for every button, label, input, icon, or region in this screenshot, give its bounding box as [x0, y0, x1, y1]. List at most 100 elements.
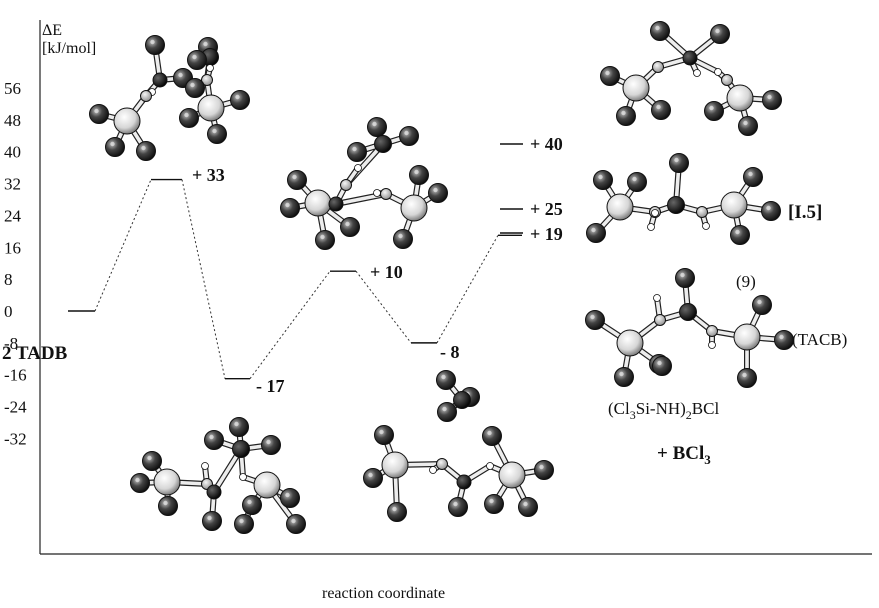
atom [519, 498, 538, 517]
atom [382, 452, 408, 478]
atom-shine [655, 26, 659, 30]
atom [763, 91, 782, 110]
atom [381, 189, 392, 200]
atom [648, 224, 655, 231]
atom [652, 210, 659, 217]
tick-label: 8 [4, 270, 13, 289]
atom [180, 109, 199, 128]
atom [437, 459, 448, 470]
atom-shine [621, 111, 625, 115]
atom [288, 171, 307, 190]
atom-shine [779, 335, 783, 339]
atom [586, 311, 605, 330]
atom [207, 485, 221, 499]
atom [400, 127, 419, 146]
atom-shine [715, 29, 719, 33]
atom [341, 218, 360, 237]
atom [153, 73, 167, 87]
atom-shine [110, 142, 114, 146]
label-p40: + 40 [530, 134, 563, 154]
atom-shine [178, 73, 182, 77]
atom-shine [743, 121, 747, 125]
atom-shine [735, 230, 739, 234]
atom [374, 190, 381, 197]
atom-shine [291, 519, 295, 523]
tick-label: -16 [4, 366, 27, 385]
atom-shine [489, 499, 493, 503]
atom [437, 371, 456, 390]
atom-shine [742, 373, 746, 377]
atom [329, 197, 343, 211]
atom [705, 102, 724, 121]
label-p19: + 19 [530, 224, 563, 244]
atom [388, 503, 407, 522]
atom [722, 75, 733, 86]
atom-shine [674, 158, 678, 162]
atom-shine [320, 235, 324, 239]
atom [739, 117, 758, 136]
atom [623, 75, 649, 101]
plus-bcl3-label: + BCl3 [657, 443, 711, 467]
atom [655, 315, 666, 326]
atom-shine [414, 170, 418, 174]
atom-shine [487, 431, 491, 435]
atom [775, 331, 794, 350]
atom [137, 142, 156, 161]
atom [394, 230, 413, 249]
atom-shine [234, 422, 238, 426]
tick-label: 40 [4, 143, 21, 162]
atom [762, 202, 781, 221]
atom-shine [292, 175, 296, 179]
atom [653, 62, 664, 73]
atom [205, 431, 224, 450]
atom [709, 342, 716, 349]
label-p25: + 25 [530, 199, 563, 219]
atom-shine [266, 440, 270, 444]
atom [744, 168, 763, 187]
atom [707, 326, 718, 337]
molecule-i5 [587, 154, 781, 245]
atom-shine [398, 234, 402, 238]
atom [652, 101, 671, 120]
molecule-int2 [364, 371, 554, 522]
atom-shine [539, 465, 543, 469]
atom [348, 143, 367, 162]
atom [368, 118, 387, 137]
y-axis-title-line2: [kJ/mol] [42, 40, 96, 57]
atom [449, 498, 468, 517]
molecule-ts1 [90, 36, 250, 161]
atom [683, 51, 697, 65]
atom-shine [345, 222, 349, 226]
atom-shine [163, 501, 167, 505]
atom [208, 125, 227, 144]
atom-shine [285, 493, 289, 497]
atom [668, 197, 685, 214]
tick-label: -24 [4, 398, 27, 417]
atom [715, 69, 722, 76]
atom [697, 207, 708, 218]
molecule-ts2 [281, 118, 448, 250]
atom-shine [598, 175, 602, 179]
atom-shine [757, 300, 761, 304]
atom [607, 194, 633, 220]
atom [430, 467, 437, 474]
atom-shine [619, 372, 623, 376]
atom-shine [147, 456, 151, 460]
connector-0 [95, 180, 151, 311]
atom [721, 192, 747, 218]
atom [401, 195, 427, 221]
atom [727, 85, 753, 111]
atom [654, 295, 661, 302]
atom [90, 105, 109, 124]
atom [141, 91, 152, 102]
atom-shine [656, 105, 660, 109]
atom [281, 489, 300, 508]
atom-shine [247, 500, 251, 504]
atom [254, 472, 280, 498]
molecule-tacb [586, 269, 794, 388]
atom [154, 469, 180, 495]
atom [355, 165, 362, 172]
atom-shine [680, 273, 684, 277]
